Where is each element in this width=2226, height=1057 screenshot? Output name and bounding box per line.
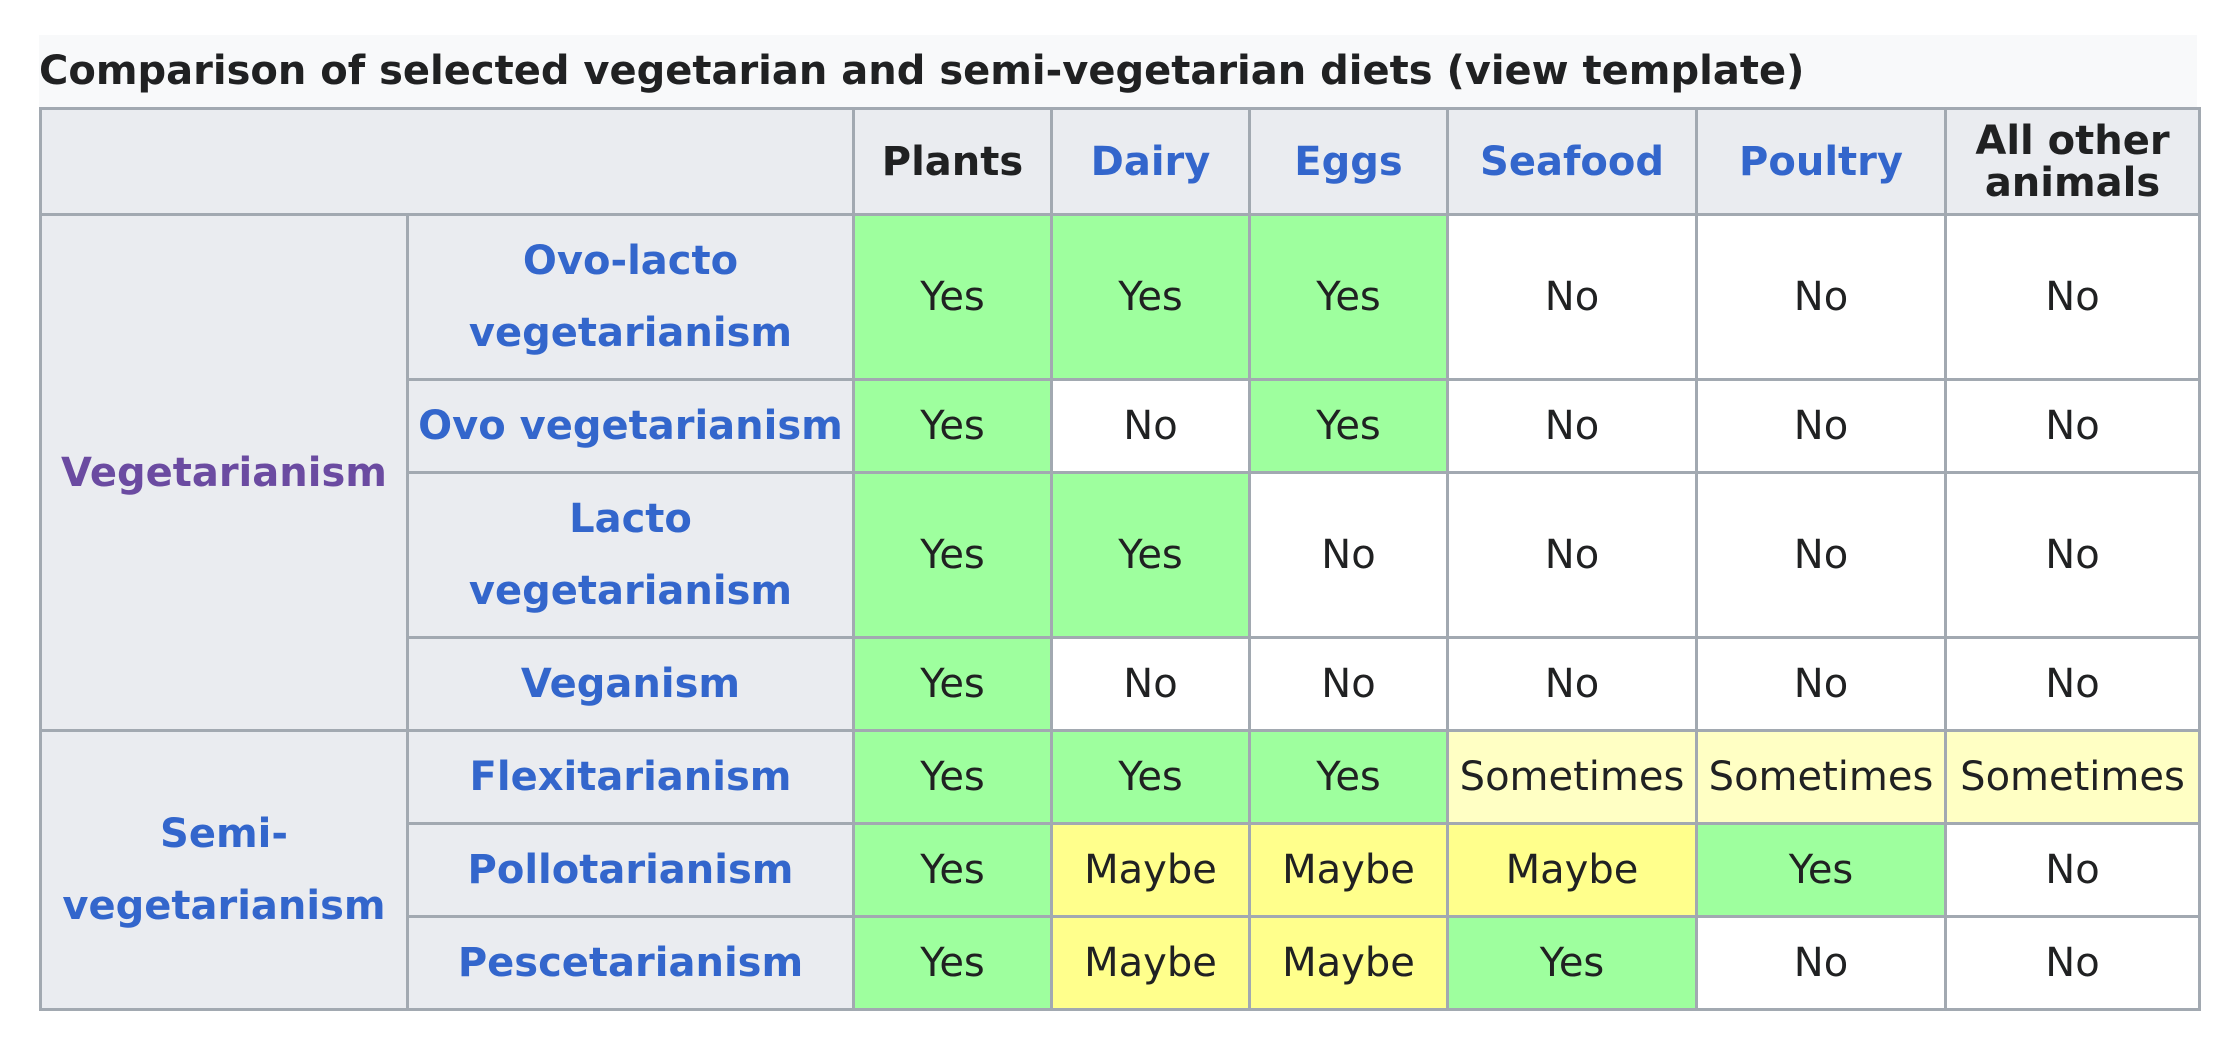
table-cell: No (1695, 636, 1947, 732)
diet-flexitarianism-link[interactable]: Flexitarianism (406, 729, 855, 825)
table-cell: No (1050, 378, 1251, 474)
table-cell: Yes (1050, 213, 1251, 381)
diet-ovo-link[interactable]: Ovo vegetarianism (406, 378, 855, 474)
table-cell: Yes (852, 378, 1053, 474)
table-cell: No (1695, 915, 1947, 1011)
table-cell: Yes (1446, 915, 1698, 1011)
group-semi-vegetarianism-link[interactable]: Semi-vegetarianism (39, 729, 409, 1011)
table-cell: No (1944, 471, 2201, 639)
table-cell: No (1248, 471, 1449, 639)
header-corner (39, 107, 855, 216)
table-cell: No (1695, 378, 1947, 474)
table-row: Semi-vegetarianism Flexitarianism Yes Ye… (39, 729, 2201, 1011)
comparison-table-container: Comparison of selected vegetarian and se… (39, 35, 2201, 1011)
table-cell: Yes (852, 471, 1053, 639)
table-cell: Maybe (1446, 822, 1698, 918)
table-cell: No (1944, 378, 2201, 474)
table-cell: Yes (1695, 822, 1947, 918)
table-cell: No (1944, 822, 2201, 918)
table-cell: Yes (1248, 378, 1449, 474)
table-cell: Sometimes (1446, 729, 1698, 825)
table-cell: No (1248, 636, 1449, 732)
diet-pollotarianism-link[interactable]: Pollotarianism (406, 822, 855, 918)
header-poultry-link[interactable]: Poultry (1695, 107, 1947, 216)
diet-veganism-link[interactable]: Veganism (406, 636, 855, 732)
header-dairy-link[interactable]: Dairy (1050, 107, 1251, 216)
group-vegetarianism-link[interactable]: Vegetarianism (39, 213, 409, 732)
table-cell: Yes (852, 729, 1053, 825)
table-cell: Yes (1050, 729, 1251, 825)
table-row: Veganism Yes No No No No No (41, 636, 2201, 732)
table-cell: No (1446, 378, 1698, 474)
table-cell: Yes (1248, 213, 1449, 381)
table-cell: Sometimes (1944, 729, 2201, 825)
table-cell: Maybe (1248, 915, 1449, 1011)
table-cell: No (1944, 636, 2201, 732)
table-cell: No (1446, 213, 1698, 381)
header-all-other-animals: All other animals (1944, 107, 2201, 216)
table-cell: No (1944, 915, 2201, 1011)
header-eggs-link[interactable]: Eggs (1248, 107, 1449, 216)
table-row: Vegetarianism Ovo-lacto vegetarianism Ye… (39, 213, 2201, 732)
header-plants: Plants (852, 107, 1053, 216)
table-cell: Yes (1050, 471, 1251, 639)
table-cell: Maybe (1050, 822, 1251, 918)
header-seafood-link[interactable]: Seafood (1446, 107, 1698, 216)
table-cell: Yes (852, 636, 1053, 732)
table-cell: Maybe (1248, 822, 1449, 918)
table-row: Lacto vegetarianism Yes Yes No No No No (41, 471, 2201, 639)
table-cell: Yes (852, 822, 1053, 918)
table-cell: Yes (852, 915, 1053, 1011)
diet-comparison-table: Plants Dairy Eggs Seafood Poultry All ot… (39, 107, 2201, 1011)
table-cell: No (1446, 636, 1698, 732)
diet-lacto-link[interactable]: Lacto vegetarianism (406, 471, 855, 639)
table-cell: Yes (1248, 729, 1449, 825)
table-caption: Comparison of selected vegetarian and se… (39, 35, 2197, 107)
table-row: Ovo vegetarianism Yes No Yes No No No (41, 378, 2201, 474)
table-cell: No (1944, 213, 2201, 381)
table-cell: No (1446, 471, 1698, 639)
table-row: Pollotarianism Yes Maybe Maybe Maybe Yes… (41, 822, 2201, 918)
diet-pescetarianism-link[interactable]: Pescetarianism (406, 915, 855, 1011)
table-cell: No (1695, 213, 1947, 381)
table-cell: Maybe (1050, 915, 1251, 1011)
table-cell: Sometimes (1695, 729, 1947, 825)
table-cell: No (1695, 471, 1947, 639)
table-cell: No (1050, 636, 1251, 732)
table-row: Pescetarianism Yes Maybe Maybe Yes No No (41, 915, 2201, 1011)
table-cell: Yes (852, 213, 1053, 381)
diet-ovo-lacto-link[interactable]: Ovo-lacto vegetarianism (406, 213, 855, 381)
